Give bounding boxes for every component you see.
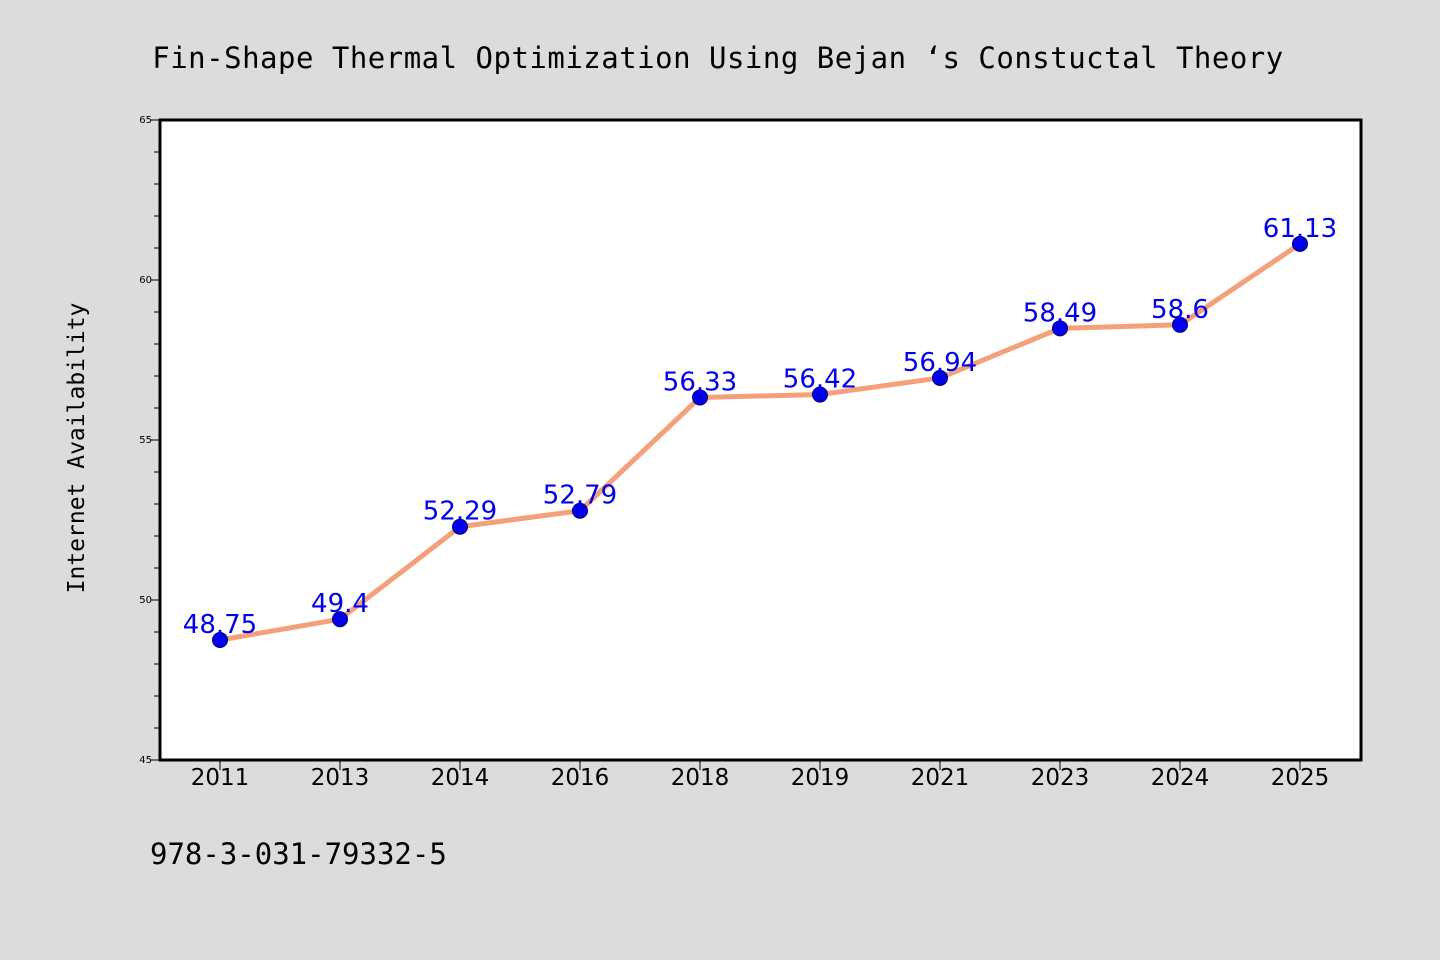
data-label: 48.75 [183, 610, 257, 640]
y-axis-label: Internet Availability [64, 303, 90, 594]
data-point [1292, 235, 1308, 252]
x-tick-label: 2013 [311, 765, 370, 791]
data-labels: 48.75 49.4 52.29 52.79 56.33 56.42 56.94 58.49 5… [183, 214, 1337, 640]
data-label: 58.6 [1151, 295, 1209, 325]
y-tick-label: 50 [139, 595, 152, 606]
x-tick-label: 2024 [1151, 765, 1210, 791]
y-axis: 45 50 55 60 65 [139, 115, 160, 766]
data-point [332, 611, 348, 628]
data-point [452, 518, 468, 535]
data-label: 58.49 [1023, 298, 1097, 328]
data-label: 56.94 [903, 348, 977, 378]
x-tick-label: 2023 [1031, 765, 1090, 791]
y-tick-label: 45 [139, 755, 152, 766]
y-tick-label: 65 [139, 115, 152, 126]
data-label: 61.13 [1263, 214, 1337, 244]
data-point [812, 386, 828, 403]
x-tick-label: 2019 [791, 765, 850, 791]
plot-area [158, 118, 1363, 762]
x-tick-label: 2014 [431, 765, 490, 791]
y-tick-label: 60 [139, 275, 152, 286]
series-line [217, 241, 1303, 643]
data-point [692, 389, 708, 406]
x-axis: 2011 2013 2014 2016 2018 2019 2021 2023 2024 2025 [191, 760, 1330, 791]
isbn-footer: 978-3-031-79332-5 [150, 837, 447, 871]
data-label: 49.4 [311, 589, 369, 619]
x-tick-label: 2016 [551, 765, 610, 791]
x-tick-label: 2025 [1271, 765, 1330, 791]
y-tick-label: 55 [139, 435, 152, 446]
data-label: 52.79 [543, 481, 617, 511]
data-point [1172, 316, 1188, 333]
data-label: 52.29 [423, 497, 497, 527]
x-tick-label: 2021 [911, 765, 970, 791]
data-label: 56.33 [663, 367, 737, 397]
data-point [1052, 320, 1068, 337]
data-point [572, 502, 588, 519]
chart-title: Fin-Shape Thermal Optimization Using Bej… [152, 41, 1283, 75]
x-tick-label: 2011 [191, 765, 250, 791]
series-layer [212, 235, 1308, 648]
data-point [212, 632, 228, 648]
data-label: 56.42 [783, 365, 857, 395]
data-point [932, 369, 948, 386]
x-tick-label: 2018 [671, 765, 730, 791]
